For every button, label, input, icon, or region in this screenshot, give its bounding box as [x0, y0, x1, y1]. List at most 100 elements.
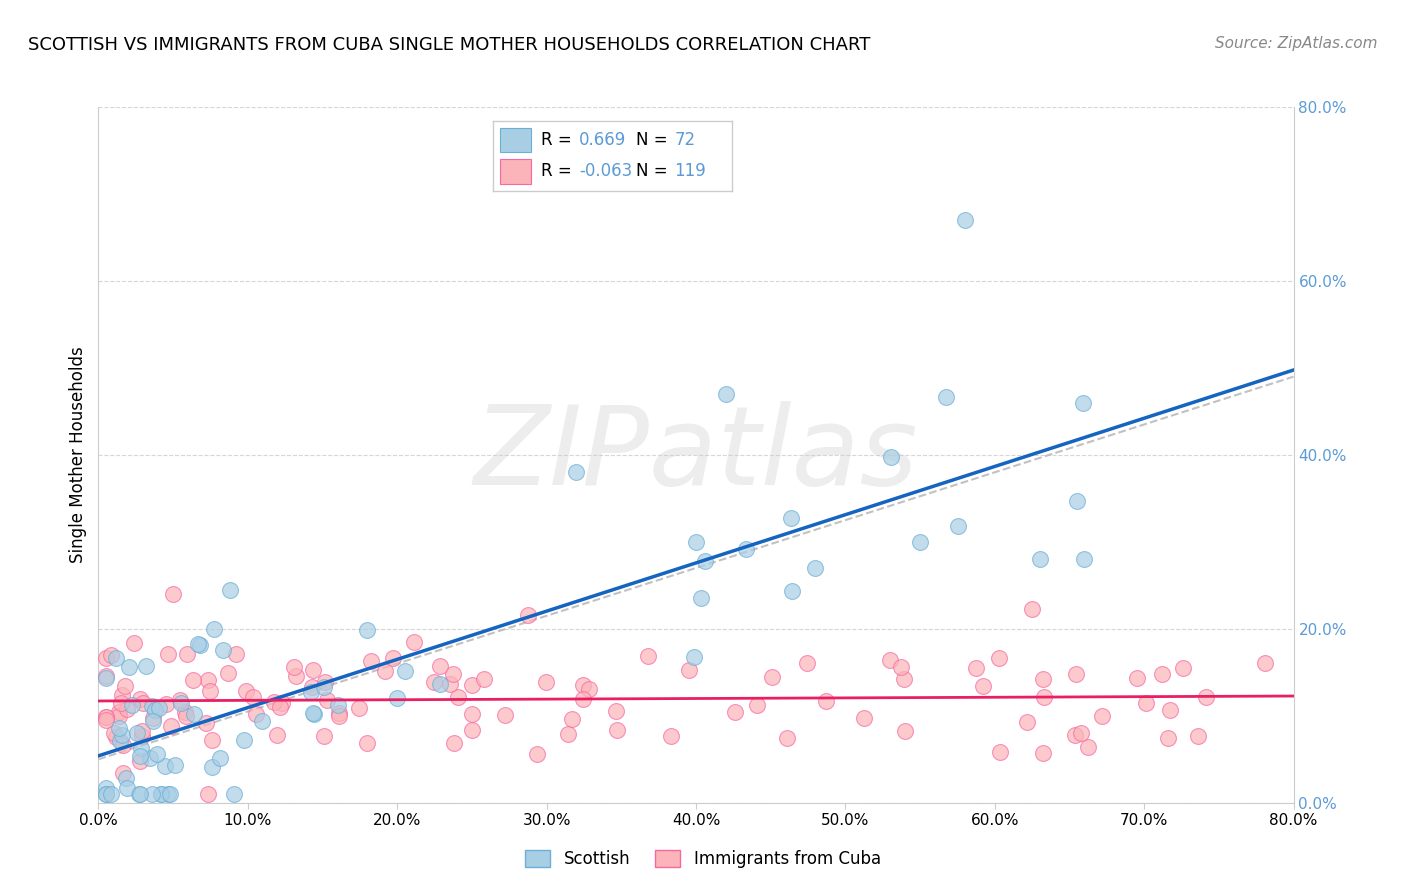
- Point: [356, 623, 378, 637]
- Point: [637, 649, 659, 664]
- Point: [429, 659, 451, 673]
- Point: [156, 787, 179, 801]
- Point: [148, 701, 170, 715]
- Point: [163, 758, 186, 772]
- Point: [472, 672, 495, 686]
- Point: [94, 713, 117, 727]
- Point: [115, 701, 138, 715]
- Point: [149, 787, 172, 801]
- Point: [202, 622, 225, 636]
- Point: [1135, 696, 1157, 710]
- Point: [461, 723, 484, 738]
- Legend: Scottish, Immigrants from Cuba: Scottish, Immigrants from Cuba: [519, 843, 887, 875]
- Point: [208, 751, 231, 765]
- Point: [174, 708, 197, 723]
- Point: [131, 729, 153, 743]
- Point: [557, 727, 579, 741]
- Point: [314, 674, 336, 689]
- Point: [186, 637, 208, 651]
- Point: [194, 716, 217, 731]
- Point: [283, 660, 305, 674]
- Point: [536, 674, 558, 689]
- Point: [188, 638, 211, 652]
- Point: [690, 591, 713, 605]
- Point: [142, 714, 165, 729]
- Point: [108, 734, 131, 748]
- Point: [605, 704, 627, 718]
- Point: [578, 681, 600, 696]
- Point: [155, 697, 177, 711]
- Point: [181, 673, 204, 688]
- Point: [908, 534, 931, 549]
- Point: [815, 694, 838, 708]
- Point: [374, 664, 396, 678]
- Point: [173, 705, 195, 719]
- Point: [129, 748, 152, 763]
- Point: [683, 650, 706, 665]
- Point: [1066, 493, 1088, 508]
- Point: [402, 635, 425, 649]
- Point: [105, 731, 128, 745]
- Point: [143, 703, 166, 717]
- Point: [1173, 661, 1195, 675]
- Point: [111, 728, 134, 742]
- Point: [183, 707, 205, 722]
- Point: [128, 787, 150, 801]
- Point: [118, 660, 141, 674]
- Point: [269, 700, 291, 714]
- Point: [162, 587, 184, 601]
- Point: [606, 723, 628, 737]
- Point: [894, 724, 917, 739]
- Point: [250, 714, 273, 728]
- Point: [115, 771, 138, 785]
- Point: [160, 719, 183, 733]
- Point: [1028, 552, 1050, 566]
- Point: [853, 711, 876, 725]
- Point: [461, 678, 484, 692]
- Point: [139, 751, 162, 765]
- Point: [935, 390, 957, 404]
- Point: [745, 698, 768, 713]
- Point: [879, 653, 901, 667]
- Point: [94, 651, 117, 665]
- Point: [723, 706, 745, 720]
- Point: [156, 648, 179, 662]
- Point: [516, 608, 538, 623]
- Point: [796, 656, 818, 670]
- Point: [117, 780, 139, 795]
- Point: [561, 712, 583, 726]
- Point: [312, 680, 335, 694]
- Point: [302, 706, 325, 720]
- Point: [356, 736, 378, 750]
- Text: Source: ZipAtlas.com: Source: ZipAtlas.com: [1215, 36, 1378, 51]
- Point: [1073, 552, 1095, 566]
- Point: [233, 732, 256, 747]
- Point: [965, 661, 987, 675]
- Point: [572, 691, 595, 706]
- Point: [422, 674, 444, 689]
- Point: [128, 692, 150, 706]
- Point: [200, 733, 222, 747]
- Point: [526, 747, 548, 761]
- Point: [328, 698, 350, 712]
- Point: [271, 696, 294, 710]
- Point: [316, 693, 339, 707]
- Point: [1152, 667, 1174, 681]
- Point: [461, 706, 484, 721]
- Point: [782, 584, 804, 599]
- Point: [142, 711, 165, 725]
- Point: [314, 730, 336, 744]
- Point: [1254, 656, 1277, 670]
- Point: [105, 651, 128, 665]
- Point: [135, 659, 157, 673]
- Point: [685, 534, 707, 549]
- Point: [1021, 602, 1043, 616]
- Point: [804, 561, 827, 575]
- Point: [988, 745, 1011, 759]
- Point: [1031, 747, 1053, 761]
- Point: [1032, 672, 1054, 686]
- Point: [111, 689, 134, 703]
- Point: [441, 667, 464, 681]
- Point: [572, 678, 595, 692]
- Point: [224, 787, 246, 801]
